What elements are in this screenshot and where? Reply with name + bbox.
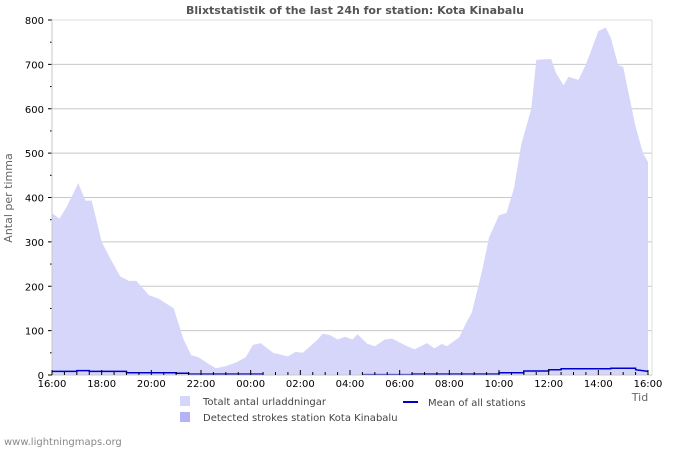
total-discharges-area — [52, 27, 648, 375]
x-tick-label: 08:00 — [435, 379, 464, 390]
x-tick-label: 12:00 — [534, 379, 563, 390]
y-tick-label: 700 — [25, 60, 44, 71]
legend-swatch-station — [180, 412, 190, 422]
y-axis-tick-labels: 0 100 200 300 400 500 600 700 800 — [25, 16, 44, 382]
legend-label-mean: Mean of all stations — [428, 398, 526, 409]
y-tick-label: 600 — [25, 105, 44, 116]
y-tick-label: 500 — [25, 149, 44, 160]
y-tick-label: 300 — [25, 238, 44, 249]
y-tick-label: 800 — [25, 16, 44, 27]
x-tick-label: 20:00 — [137, 379, 166, 390]
y-tick-label: 200 — [25, 282, 44, 293]
y-tick-label: 100 — [25, 327, 44, 338]
legend-swatch-total — [180, 396, 190, 406]
legend: Totalt antal urladdningar Detected strok… — [180, 396, 526, 424]
y-tick-label: 400 — [25, 194, 44, 205]
plot-areas — [52, 27, 649, 376]
x-tick-label: 18:00 — [87, 379, 116, 390]
x-tick-label: 10:00 — [485, 379, 514, 390]
x-tick-label: 02:00 — [286, 379, 315, 390]
x-tick-label: 06:00 — [385, 379, 414, 390]
legend-label-total: Totalt antal urladdningar — [202, 397, 327, 408]
chart-title: Blixtstatistik of the last 24h for stati… — [186, 4, 524, 17]
x-axis-label: Tid — [631, 391, 648, 404]
x-tick-label: 22:00 — [187, 379, 216, 390]
footer-site-link[interactable]: www.lightningmaps.org — [4, 437, 122, 448]
y-tick-label: 0 — [38, 371, 44, 382]
y-axis-label: Antal per timma — [2, 153, 15, 242]
x-tick-label: 16:00 — [634, 379, 663, 390]
legend-label-station: Detected strokes station Kota Kinabalu — [203, 413, 398, 424]
x-tick-label: 14:00 — [584, 379, 613, 390]
x-axis-tick-labels: 16:00 18:00 20:00 22:00 00:00 02:00 04:00 06:00… — [38, 379, 663, 390]
x-tick-label: 00:00 — [236, 379, 265, 390]
x-tick-label: 04:00 — [336, 379, 365, 390]
x-tick-label: 16:00 — [38, 379, 67, 390]
axes — [48, 19, 653, 376]
